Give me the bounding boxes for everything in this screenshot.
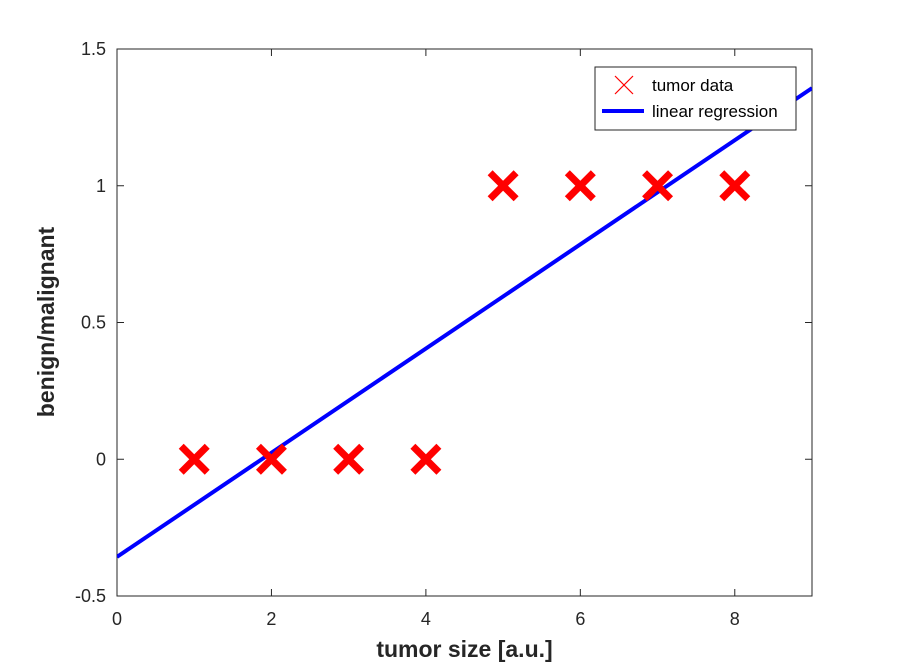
x-tick-label: 6 bbox=[575, 609, 585, 629]
y-tick-label: 0.5 bbox=[81, 313, 106, 333]
legend-label: tumor data bbox=[652, 76, 734, 95]
y-tick-label: -0.5 bbox=[75, 586, 106, 606]
data-point bbox=[255, 443, 287, 475]
series-layer bbox=[117, 86, 812, 559]
x-tick-label: 8 bbox=[730, 609, 740, 629]
legend-marker-x bbox=[614, 75, 634, 95]
data-point bbox=[719, 170, 751, 202]
regression-line bbox=[117, 86, 812, 559]
data-point bbox=[564, 170, 596, 202]
data-point bbox=[333, 443, 365, 475]
x-tick-label: 0 bbox=[112, 609, 122, 629]
data-point bbox=[487, 170, 519, 202]
data-point bbox=[410, 443, 442, 475]
data-point bbox=[178, 443, 210, 475]
legend: tumor data linear regression bbox=[594, 66, 797, 131]
y-axis-title: benign/malignant bbox=[33, 226, 59, 417]
legend-box bbox=[594, 66, 797, 131]
x-axis-title: tumor size [a.u.] bbox=[376, 636, 552, 662]
ticks-layer: 0 2 4 6 8 -0.5 0 0.5 1 1.5 bbox=[75, 39, 812, 629]
x-tick-label: 2 bbox=[266, 609, 276, 629]
legend-label: linear regression bbox=[652, 102, 778, 121]
data-point bbox=[642, 170, 674, 202]
x-tick-label: 4 bbox=[421, 609, 431, 629]
y-tick-label: 1 bbox=[96, 176, 106, 196]
y-tick-label: 1.5 bbox=[81, 39, 106, 59]
y-tick-label: 0 bbox=[96, 449, 106, 469]
